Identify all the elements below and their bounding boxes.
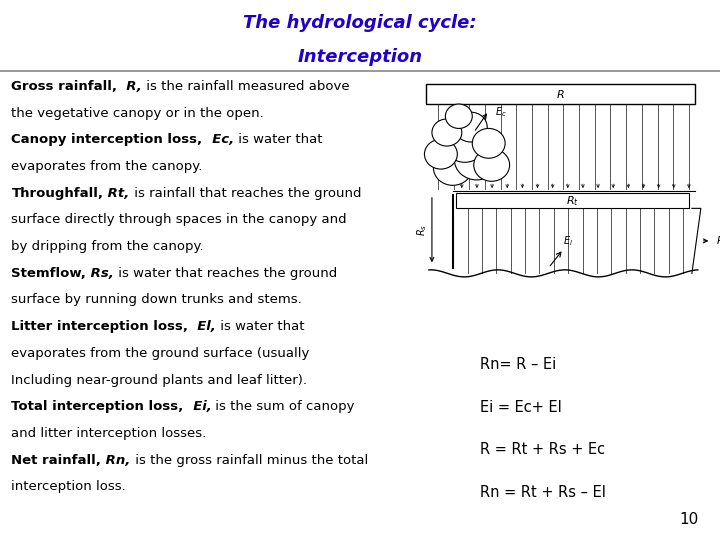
Text: is the rainfall measured above: is the rainfall measured above [142, 80, 350, 93]
Text: Rn,: Rn, [102, 454, 130, 467]
Text: Stemflow,: Stemflow, [12, 267, 86, 280]
Text: the vegetative canopy or in the open.: the vegetative canopy or in the open. [12, 106, 264, 119]
Text: is the sum of canopy: is the sum of canopy [212, 400, 355, 413]
Circle shape [425, 139, 457, 169]
Text: Rs,: Rs, [86, 267, 114, 280]
Text: by dripping from the canopy.: by dripping from the canopy. [12, 240, 204, 253]
Text: is the gross rainfall minus the total: is the gross rainfall minus the total [130, 454, 368, 467]
Text: Including near-ground plants and leaf litter).: Including near-ground plants and leaf li… [12, 374, 307, 387]
Text: Rn= R – Ei: Rn= R – Ei [480, 357, 556, 373]
Text: $R_t$: $R_t$ [566, 194, 579, 208]
Text: evaporates from the ground surface (usually: evaporates from the ground surface (usua… [12, 347, 310, 360]
Text: 10: 10 [679, 511, 698, 526]
Text: $R$: $R$ [556, 88, 564, 100]
Text: interception loss.: interception loss. [12, 480, 126, 493]
Text: and litter interception losses.: and litter interception losses. [12, 427, 207, 440]
Text: is water that: is water that [216, 320, 305, 333]
Text: Net rainfall,: Net rainfall, [12, 454, 102, 467]
Circle shape [454, 139, 499, 180]
Text: Canopy interception loss,: Canopy interception loss, [12, 133, 202, 146]
Text: is water that reaches the ground: is water that reaches the ground [114, 267, 337, 280]
Text: Litter interception loss,: Litter interception loss, [12, 320, 189, 333]
Text: Ei = Ec+ El: Ei = Ec+ El [480, 401, 562, 415]
Text: Gross rainfall,: Gross rainfall, [12, 80, 117, 93]
Circle shape [472, 129, 505, 158]
Text: Throughfall,: Throughfall, [12, 187, 104, 200]
Text: surface by running down trunks and stems.: surface by running down trunks and stems… [12, 293, 302, 306]
Text: surface directly through spaces in the canopy and: surface directly through spaces in the c… [12, 213, 347, 226]
Text: El,: El, [189, 320, 216, 333]
Circle shape [444, 124, 486, 163]
Text: Ei,: Ei, [184, 400, 212, 413]
Circle shape [454, 112, 487, 142]
Text: R,: R, [117, 80, 142, 93]
Text: Ec,: Ec, [202, 133, 233, 146]
Text: Rt,: Rt, [104, 187, 130, 200]
Text: $R_s$: $R_s$ [415, 224, 429, 236]
Bar [456, 193, 689, 208]
Text: is water that: is water that [233, 133, 322, 146]
Text: $R_n$: $R_n$ [716, 234, 720, 248]
Text: R = Rt + Rs + Ec: R = Rt + Rs + Ec [480, 442, 605, 456]
Bar [426, 84, 695, 104]
Text: Rn = Rt + Rs – El: Rn = Rt + Rs – El [480, 484, 606, 500]
Circle shape [474, 148, 510, 181]
Text: $E_l$: $E_l$ [563, 234, 573, 248]
Circle shape [432, 119, 462, 146]
Text: Total interception loss,: Total interception loss, [12, 400, 184, 413]
Text: evaporates from the canopy.: evaporates from the canopy. [12, 160, 203, 173]
Text: $E_c$: $E_c$ [495, 105, 506, 119]
Text: The hydrological cycle:: The hydrological cycle: [243, 15, 477, 32]
Circle shape [433, 150, 472, 185]
Text: is rainfall that reaches the ground: is rainfall that reaches the ground [130, 187, 361, 200]
Text: Interception: Interception [297, 48, 423, 66]
Circle shape [446, 104, 472, 129]
